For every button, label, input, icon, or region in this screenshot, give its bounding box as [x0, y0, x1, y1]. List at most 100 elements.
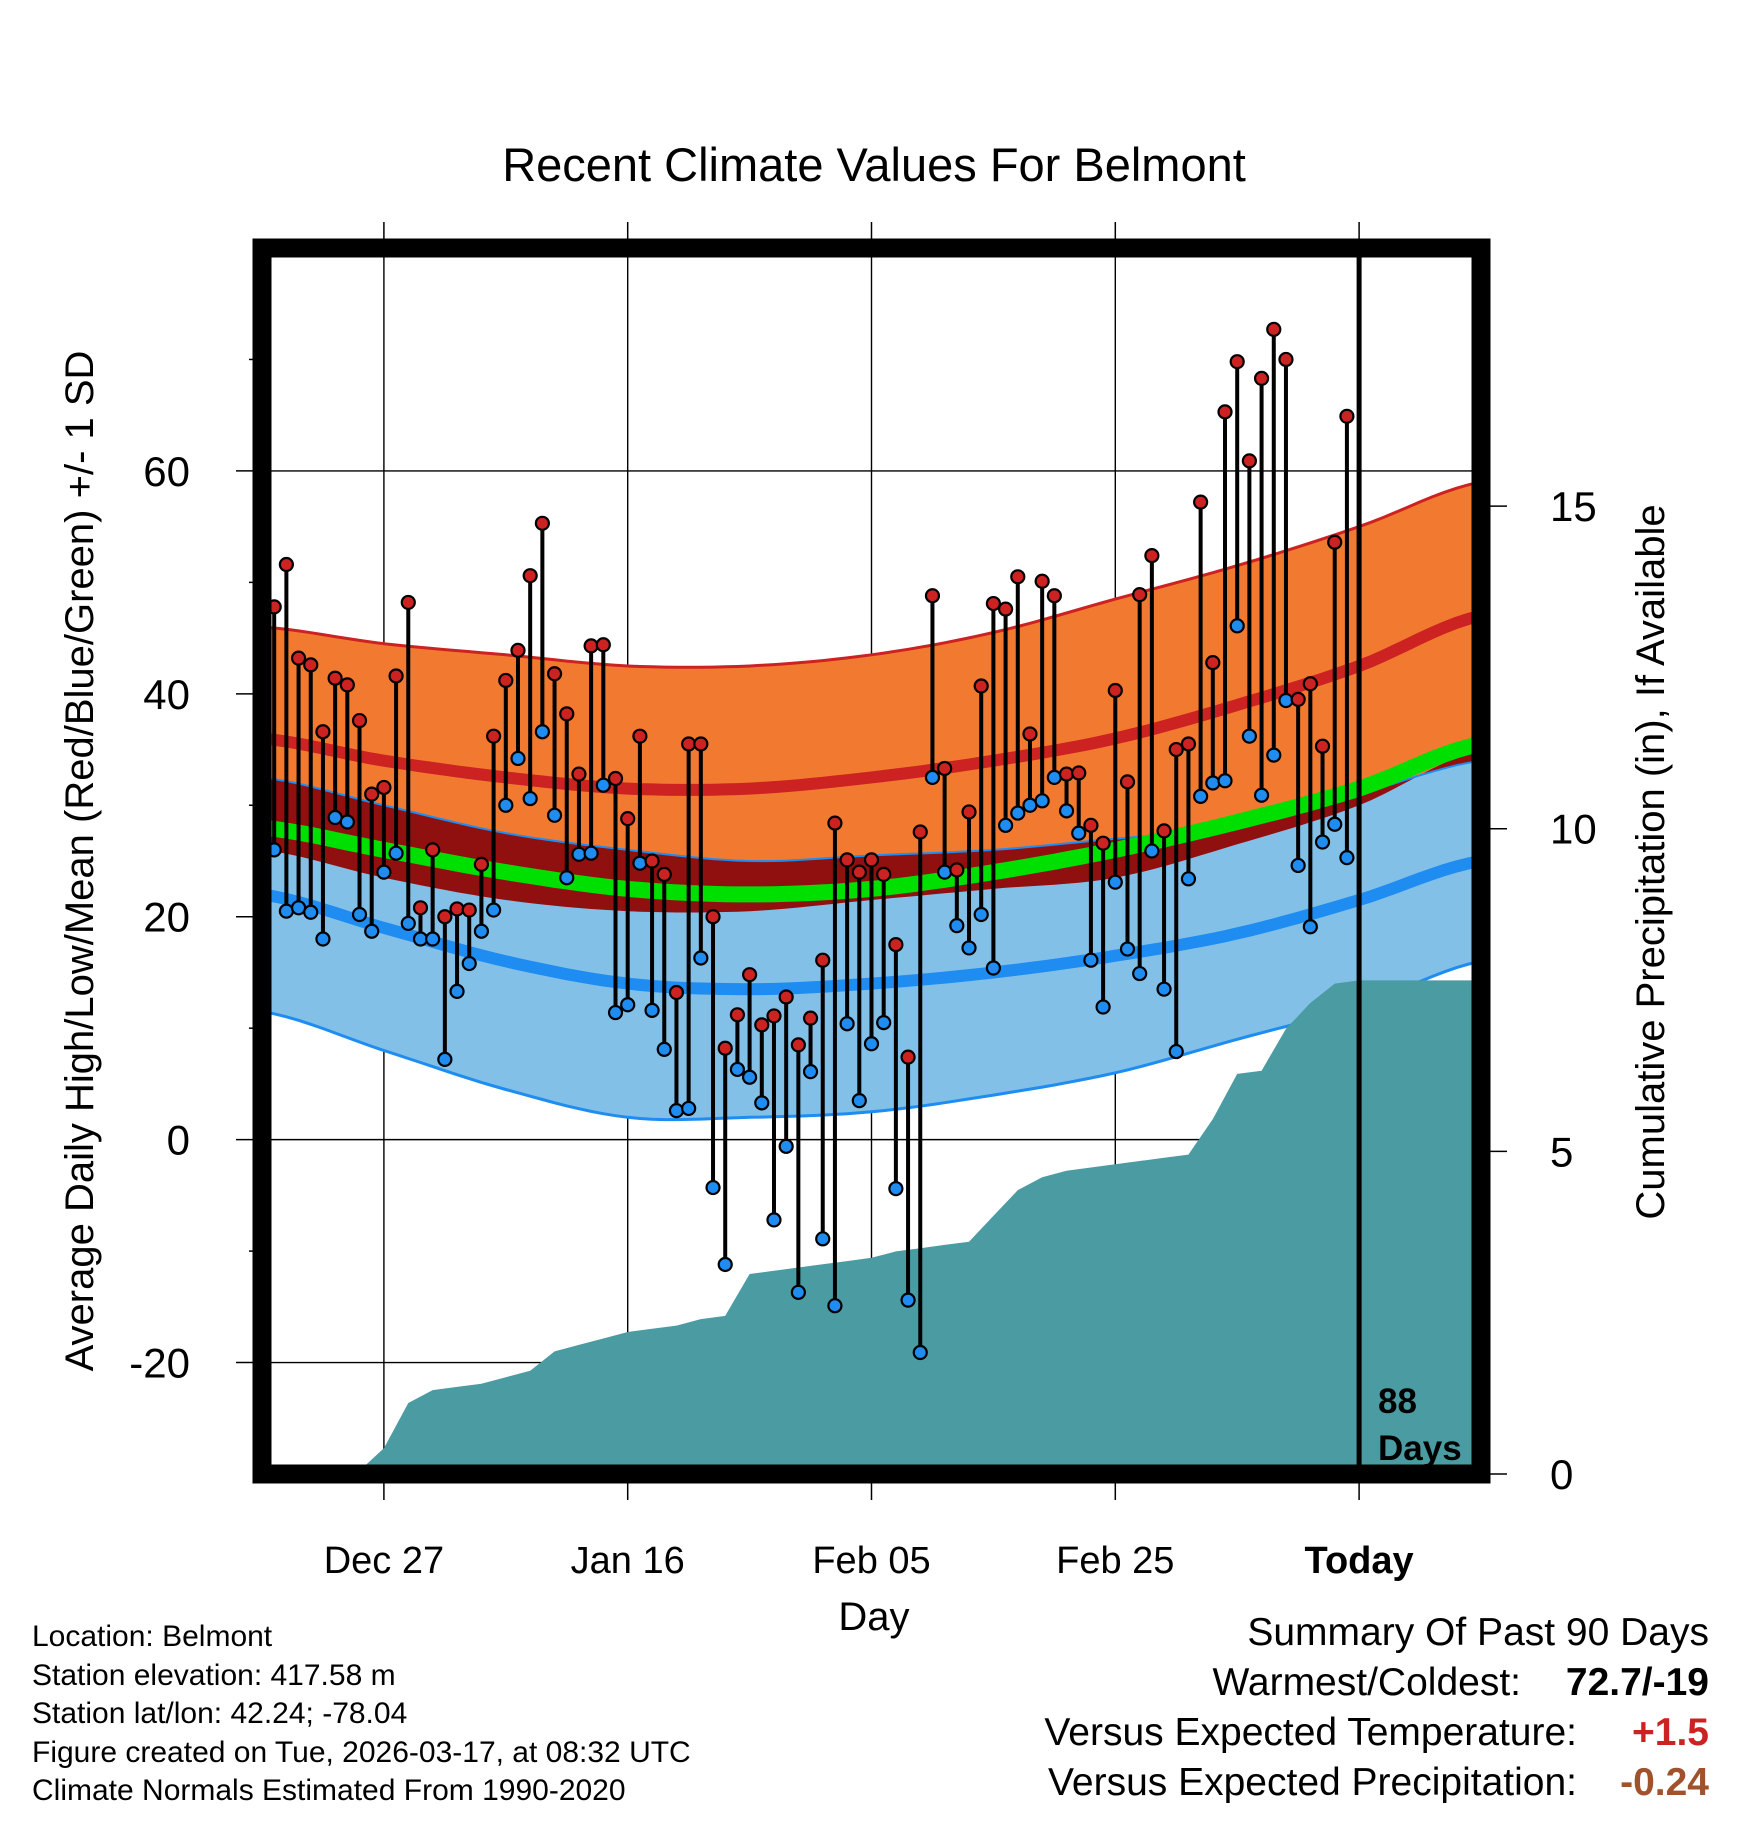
daily-low-point	[705, 1179, 721, 1196]
y-left-tick-label: 20	[143, 894, 190, 941]
y-left-tick-label: 0	[167, 1117, 190, 1164]
x-tick-label: Jan 16	[571, 1540, 685, 1582]
daily-high-point	[351, 712, 368, 729]
daily-high-point	[754, 1017, 770, 1033]
daily-low-point	[839, 1016, 855, 1032]
daily-high-point	[961, 804, 977, 820]
daily-high-point	[1119, 774, 1136, 790]
daily-high-point	[546, 666, 563, 682]
daily-low-point	[1046, 769, 1062, 786]
daily-high-point	[1144, 548, 1160, 564]
daily-high-point	[632, 728, 648, 744]
daily-high-point	[607, 770, 624, 787]
today-days-label: 88 Days	[1378, 1382, 1462, 1468]
summary-title-row: Summary Of Past 90 Days	[1044, 1611, 1709, 1661]
daily-high-point	[912, 824, 928, 840]
daily-low-point	[985, 960, 1002, 976]
daily-low-point	[1253, 787, 1270, 803]
y-right-tick-label: 10	[1550, 806, 1597, 853]
daily-high-point	[1071, 765, 1087, 781]
daily-low-point	[668, 1103, 685, 1119]
daily-high-point	[1339, 408, 1355, 424]
daily-low-point	[1083, 952, 1099, 968]
daily-high-point	[1034, 573, 1050, 589]
daily-low-point	[327, 809, 343, 826]
daily-low-point	[912, 1344, 928, 1361]
daily-low-point	[1095, 999, 1111, 1015]
daily-high-point	[1217, 404, 1233, 420]
daily-high-point	[437, 909, 453, 925]
daily-low-point	[1022, 797, 1038, 813]
daily-low-point	[827, 1298, 843, 1314]
daily-low-point	[754, 1095, 770, 1111]
daily-low-point	[961, 940, 977, 956]
daily-low-point	[351, 906, 368, 923]
daily-low-point	[571, 846, 587, 862]
daily-low-point	[620, 997, 636, 1013]
daily-high-point	[888, 936, 904, 953]
daily-high-point	[559, 706, 575, 722]
daily-high-point	[1327, 534, 1343, 550]
daily-high-point	[1022, 726, 1038, 742]
daily-high-point	[425, 842, 441, 858]
daily-low-point	[1241, 728, 1257, 744]
daily-high-point	[1095, 835, 1111, 851]
daily-low-point	[278, 903, 294, 919]
elevation-text: Station elevation: 417.58 m	[32, 1658, 396, 1692]
daily-low-point	[656, 1041, 672, 1057]
daily-low-point	[632, 855, 648, 871]
daily-high-point	[522, 568, 538, 584]
daily-low-point	[1266, 747, 1282, 763]
temp-value: +1.5	[1632, 1711, 1709, 1754]
daily-high-point	[1180, 736, 1197, 752]
daily-low-point	[546, 807, 563, 823]
daily-high-point	[327, 670, 343, 686]
daily-low-point	[949, 918, 965, 934]
daily-low-point	[1327, 816, 1343, 832]
daily-high-point	[949, 862, 965, 878]
daily-high-point	[802, 1010, 819, 1026]
daily-high-point	[827, 815, 843, 831]
daily-low-point	[766, 1212, 782, 1228]
daily-high-point	[924, 588, 941, 604]
x-tick-label: Dec 27	[324, 1540, 444, 1582]
daily-high-point	[290, 650, 307, 666]
daily-high-point	[693, 736, 709, 752]
daily-low-point	[412, 931, 429, 947]
daily-high-point	[1058, 766, 1075, 782]
daily-low-point	[741, 1069, 758, 1085]
daily-high-point	[1083, 817, 1099, 833]
latlon-text: Station lat/lon: 42.24; -78.04	[32, 1697, 408, 1730]
daily-low-point	[815, 1231, 831, 1247]
daily-low-point	[924, 769, 941, 786]
daily-high-point	[1168, 741, 1184, 758]
y-axis-left-label: Average Daily High/Low/Mean (Red/Blue/Gr…	[58, 351, 102, 1372]
daily-high-point	[717, 1040, 733, 1056]
daily-low-point	[1180, 871, 1197, 887]
daily-high-point	[741, 967, 758, 983]
daily-low-point	[1290, 857, 1306, 874]
daily-high-point	[1302, 676, 1318, 692]
created-text: Figure created on Tue, 2026-03-17, at 08…	[32, 1735, 691, 1769]
daily-stems	[262, 329, 1349, 1353]
daily-high-point	[863, 852, 880, 868]
daily-high-point	[1314, 738, 1331, 754]
daily-high-point	[461, 902, 477, 918]
daily-low-point	[790, 1284, 806, 1300]
daily-low-point	[937, 864, 953, 880]
daily-low-point	[388, 845, 404, 861]
daily-high-point	[656, 866, 672, 882]
daily-low-point	[851, 1093, 867, 1109]
warm-cold-label: Warmest/Coldest:	[1212, 1661, 1521, 1704]
y-right-tick-label: 5	[1550, 1128, 1573, 1175]
daily-high-point	[339, 677, 355, 693]
y-right-tick-label: 15	[1550, 483, 1597, 530]
daily-low-point	[425, 931, 441, 947]
days-word: Days	[1378, 1429, 1462, 1468]
daily-low-point	[534, 724, 550, 740]
daily-high-point	[571, 766, 587, 782]
daily-low-point	[1193, 788, 1209, 804]
daily-high-point	[729, 1007, 746, 1023]
daily-low-point	[1034, 793, 1050, 809]
precip-label: Versus Expected Precipitation:	[1048, 1761, 1577, 1804]
